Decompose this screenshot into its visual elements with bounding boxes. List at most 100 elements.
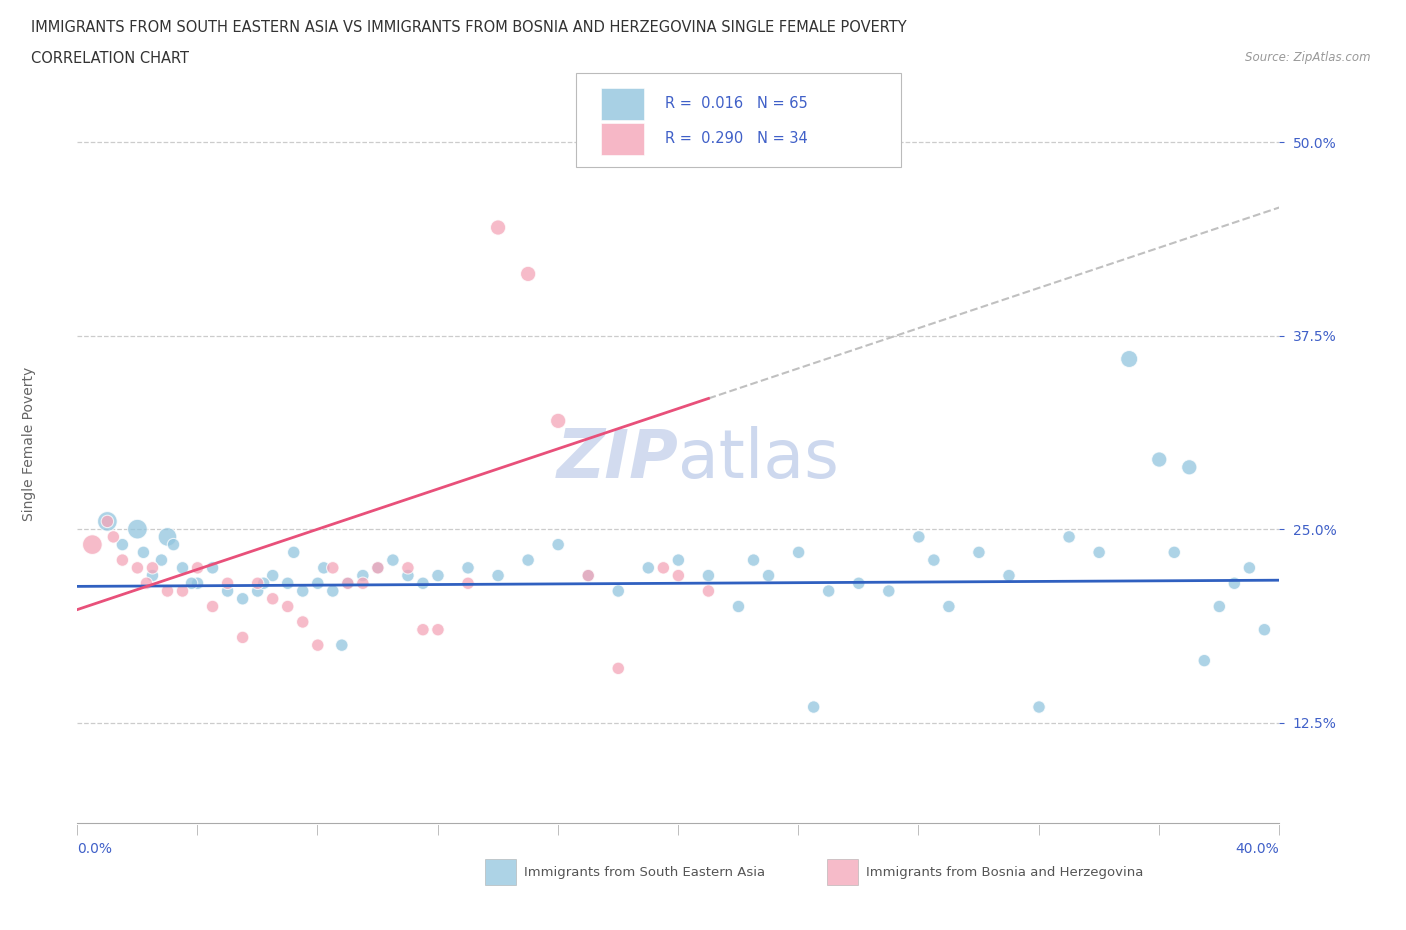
Point (938, 599, 960, 614)
Point (127, 561, 149, 576)
Point (427, 622, 450, 637)
Point (352, 568, 374, 583)
Point (1178, 459, 1201, 474)
Point (111, 552, 134, 567)
Text: R =  0.016   N = 65: R = 0.016 N = 65 (665, 97, 808, 112)
Text: R =  0.290   N = 34: R = 0.290 N = 34 (665, 131, 808, 146)
Point (652, 561, 675, 576)
Text: |: | (917, 825, 921, 835)
Point (1118, 352, 1140, 366)
Point (457, 576, 479, 591)
FancyBboxPatch shape (602, 87, 644, 120)
Point (697, 584, 720, 599)
Point (1208, 599, 1230, 614)
Point (381, 552, 404, 567)
Point (396, 561, 419, 576)
Point (998, 568, 1021, 583)
Point (232, 591, 254, 606)
Point (457, 561, 479, 576)
Point (486, 220, 509, 235)
Point (162, 538, 184, 552)
Text: Immigrants from Bosnia and Herzegovina: Immigrants from Bosnia and Herzegovina (866, 866, 1143, 879)
Point (412, 622, 434, 637)
Point (96, 514, 118, 529)
Point (877, 584, 900, 599)
Point (517, 267, 540, 282)
Point (742, 552, 765, 567)
Point (217, 584, 239, 599)
Point (517, 552, 540, 567)
Text: Source: ZipAtlas.com: Source: ZipAtlas.com (1246, 51, 1371, 64)
Point (246, 584, 269, 599)
Point (201, 561, 224, 576)
Text: |: | (557, 825, 560, 835)
Point (697, 568, 720, 583)
Point (547, 414, 569, 429)
Point (253, 576, 276, 591)
Text: |: | (316, 825, 319, 835)
Point (141, 568, 163, 583)
Point (262, 591, 284, 606)
Text: Immigrants from South Eastern Asia: Immigrants from South Eastern Asia (524, 866, 765, 879)
Point (367, 561, 389, 576)
Point (668, 568, 690, 583)
Point (787, 545, 810, 560)
Point (172, 561, 194, 576)
Point (283, 545, 305, 560)
Point (637, 561, 659, 576)
Point (336, 576, 359, 591)
Text: |: | (1157, 825, 1161, 835)
Point (1253, 622, 1275, 637)
Point (135, 576, 157, 591)
Point (141, 561, 163, 576)
Point (217, 576, 239, 591)
Text: |: | (676, 825, 681, 835)
Point (607, 661, 630, 676)
Point (96, 514, 118, 529)
Point (232, 630, 254, 644)
Text: |: | (195, 825, 200, 835)
Point (1028, 699, 1050, 714)
Point (576, 568, 599, 583)
Point (186, 576, 209, 591)
Point (307, 638, 329, 653)
Point (427, 568, 450, 583)
Point (576, 568, 599, 583)
Point (396, 568, 419, 583)
Point (277, 599, 299, 614)
Point (486, 568, 509, 583)
Text: |: | (1038, 825, 1040, 835)
Point (82, 538, 104, 552)
Point (322, 584, 344, 599)
Point (330, 638, 353, 653)
Point (336, 576, 359, 591)
Point (291, 615, 314, 630)
Point (547, 538, 569, 552)
Point (1223, 576, 1246, 591)
Point (111, 538, 134, 552)
Point (908, 529, 931, 544)
Point (848, 576, 870, 591)
Point (201, 599, 224, 614)
Point (156, 529, 179, 544)
Text: ZIP: ZIP (557, 426, 679, 492)
Point (352, 576, 374, 591)
FancyBboxPatch shape (576, 73, 901, 167)
Point (150, 552, 173, 567)
Point (367, 561, 389, 576)
Point (180, 576, 202, 591)
Point (727, 599, 749, 614)
Point (607, 584, 630, 599)
Point (967, 545, 990, 560)
Text: |: | (797, 825, 800, 835)
Point (277, 576, 299, 591)
Point (668, 552, 690, 567)
Text: |: | (436, 825, 440, 835)
Point (803, 699, 825, 714)
Point (1194, 653, 1216, 668)
Point (1088, 545, 1111, 560)
Text: |: | (76, 825, 79, 835)
Point (307, 576, 329, 591)
Point (758, 568, 780, 583)
Text: |: | (1278, 825, 1281, 835)
